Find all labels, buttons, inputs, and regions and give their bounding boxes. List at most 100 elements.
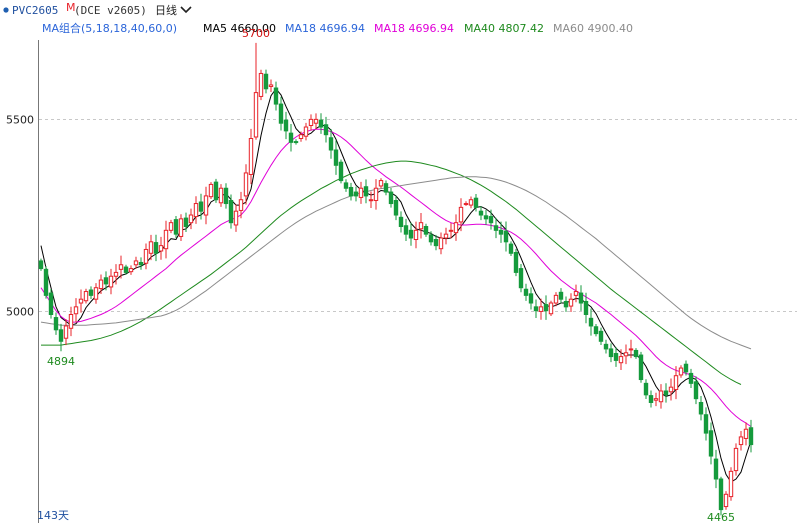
candle-body xyxy=(688,372,694,384)
candle-body xyxy=(223,187,229,205)
candle-body xyxy=(318,119,324,128)
grid: 5500 5000 xyxy=(6,114,797,319)
candle-body xyxy=(258,72,264,97)
candle-body xyxy=(288,132,294,143)
candle-body xyxy=(53,317,59,331)
candle-body xyxy=(228,199,234,224)
candle-body xyxy=(198,201,204,212)
candle-body xyxy=(453,222,459,234)
candle-body xyxy=(68,313,74,329)
candle-body xyxy=(168,222,174,231)
candle-body xyxy=(48,292,54,315)
symbol-label[interactable]: PVC2605 xyxy=(12,4,58,17)
candle-body xyxy=(178,218,184,237)
candle-body xyxy=(38,260,44,270)
ma-line-ma60 xyxy=(40,176,752,350)
candle-body xyxy=(528,293,534,304)
candle-body xyxy=(718,478,724,511)
candle-body xyxy=(638,354,644,381)
candle-body xyxy=(458,206,464,223)
candle-body xyxy=(438,237,444,250)
candle-body xyxy=(73,306,79,315)
candle-body xyxy=(128,268,134,273)
candle-body xyxy=(743,428,749,439)
candle-body xyxy=(428,234,434,243)
candle-body xyxy=(503,230,509,243)
candle-body xyxy=(618,356,624,364)
candle-body xyxy=(423,226,429,235)
candle-body xyxy=(608,348,614,358)
candle-body xyxy=(93,287,99,300)
candle-body xyxy=(713,458,719,480)
candle-body xyxy=(243,172,249,197)
candle-body xyxy=(118,264,124,270)
candle-body xyxy=(163,229,169,250)
candle-body xyxy=(343,182,349,189)
candle-body xyxy=(668,386,674,393)
candle-body xyxy=(498,229,504,235)
candle-body xyxy=(403,225,409,235)
candle-body xyxy=(628,348,634,351)
candle-body xyxy=(643,382,649,396)
ma-legend-ma60: MA60 4900.40 xyxy=(553,22,633,35)
candle-body xyxy=(478,210,484,216)
chevron-down-icon[interactable] xyxy=(180,6,192,14)
candle-body xyxy=(683,363,689,373)
candle-body xyxy=(383,183,389,193)
candle-body xyxy=(323,124,329,136)
candle-body xyxy=(293,141,299,144)
candle-body xyxy=(358,187,364,198)
ma-legend-ma18: MA18 4696.94 xyxy=(285,22,365,35)
candle-body xyxy=(698,401,704,415)
candle-body xyxy=(83,291,89,302)
ma-group-label[interactable]: MA组合(5,18,18,40,60,0) xyxy=(42,21,177,35)
candle-body xyxy=(658,390,664,403)
period-label[interactable]: 日线 xyxy=(155,3,177,17)
candle-body xyxy=(103,277,109,285)
price-annotation-low: 4894 xyxy=(47,355,75,368)
candle-body xyxy=(393,199,399,216)
candle-body xyxy=(548,302,554,315)
candle-body xyxy=(648,395,654,403)
candle-body xyxy=(473,197,479,208)
candle-body xyxy=(703,414,709,434)
candle-body xyxy=(148,241,154,254)
candle-body xyxy=(268,84,274,87)
candle-body xyxy=(333,149,339,166)
candle-body xyxy=(78,298,84,304)
candle-body xyxy=(733,447,739,472)
candle-body xyxy=(398,216,404,228)
candle-body xyxy=(493,225,499,231)
moving-averages xyxy=(40,87,752,483)
candle-body xyxy=(413,229,419,241)
candle-body xyxy=(708,430,714,457)
candle-body xyxy=(188,214,194,224)
candle-body xyxy=(378,180,384,187)
price-annotations: 5700 4894 4465 xyxy=(47,27,735,523)
candle-body xyxy=(158,245,164,252)
candle-body xyxy=(143,248,149,264)
candle-body xyxy=(448,229,454,232)
candle-body xyxy=(653,398,659,401)
candle-body xyxy=(748,427,754,446)
candle-body xyxy=(418,222,424,230)
candle-body xyxy=(108,275,114,288)
candle-body xyxy=(308,118,314,127)
candle-body xyxy=(693,381,699,400)
candle-body xyxy=(363,186,369,197)
candle-body xyxy=(218,187,224,204)
candle-body xyxy=(488,216,494,224)
candle-body xyxy=(603,343,609,350)
candle-body xyxy=(433,239,439,247)
candle-body xyxy=(583,300,589,315)
candle-body xyxy=(543,304,549,312)
candle-body xyxy=(238,199,244,211)
candle-body xyxy=(468,199,474,206)
candle-body xyxy=(263,73,269,90)
candle-body xyxy=(553,294,559,304)
candle-body xyxy=(673,375,679,390)
main-contract-flag: M xyxy=(66,1,76,14)
candle-body xyxy=(113,271,119,277)
days-count-label: 143天 xyxy=(37,509,69,522)
